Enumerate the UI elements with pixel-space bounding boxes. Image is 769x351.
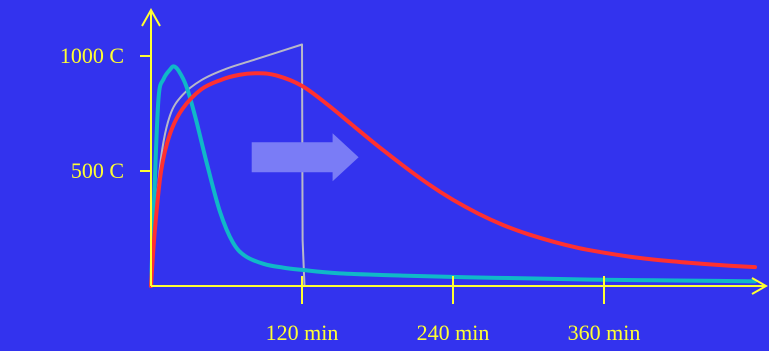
series-teal-curve (149, 64, 757, 288)
x-ticks-group: 120 min 240 min 360 min (266, 276, 641, 345)
x-tick-label: 120 min (266, 320, 339, 345)
x-axis (151, 277, 769, 295)
y-tick-label: 1000 C (60, 43, 124, 68)
x-axis-arrowhead (751, 277, 769, 295)
chart-series-group (149, 43, 757, 288)
series-red-curve (149, 71, 757, 288)
right-arrow-annotation (251, 133, 359, 182)
y-tick-label: 500 C (71, 158, 124, 183)
y-axis-arrowhead (141, 7, 161, 27)
y-ticks-group: 500 C 1000 C (60, 43, 151, 183)
x-tick-label: 240 min (417, 320, 490, 345)
x-tick-label: 360 min (568, 320, 641, 345)
